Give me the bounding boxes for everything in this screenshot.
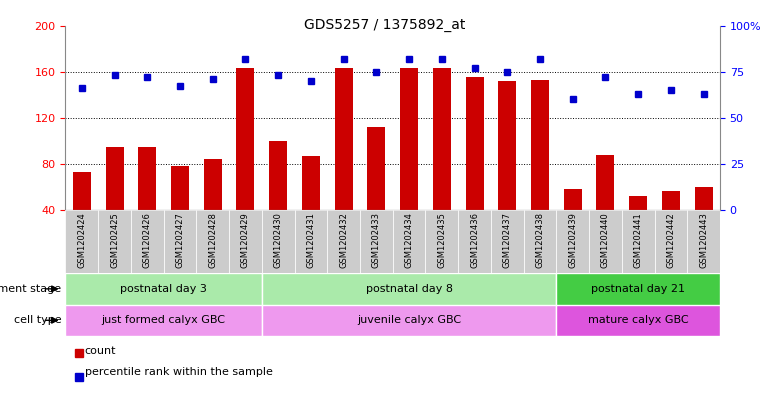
Bar	[99, 210, 131, 273]
Text: GSM1202436: GSM1202436	[470, 212, 479, 268]
Bar	[629, 196, 647, 210]
Text: GSM1202438: GSM1202438	[535, 212, 544, 268]
Bar	[695, 187, 712, 210]
Text: mature calyx GBC: mature calyx GBC	[588, 315, 688, 325]
Bar	[229, 210, 262, 273]
Bar	[65, 273, 262, 305]
Text: GSM1202433: GSM1202433	[372, 212, 381, 268]
Text: GSM1202428: GSM1202428	[208, 212, 217, 268]
Bar	[654, 210, 688, 273]
Bar	[367, 127, 385, 210]
Text: GSM1202435: GSM1202435	[437, 212, 447, 268]
Bar	[262, 273, 556, 305]
Bar	[589, 210, 622, 273]
Bar	[65, 305, 262, 336]
Bar	[433, 68, 450, 210]
Text: GSM1202441: GSM1202441	[634, 212, 643, 268]
Text: GSM1202432: GSM1202432	[339, 212, 348, 268]
Bar	[393, 210, 425, 273]
Bar	[425, 210, 458, 273]
Bar	[131, 210, 163, 273]
Bar	[556, 273, 720, 305]
Bar	[360, 210, 393, 273]
Text: percentile rank within the sample: percentile rank within the sample	[85, 367, 273, 377]
Bar	[105, 147, 123, 210]
Bar	[531, 80, 549, 210]
Bar	[163, 210, 196, 273]
Text: GSM1202426: GSM1202426	[142, 212, 152, 268]
Bar	[556, 210, 589, 273]
Text: GDS5257 / 1375892_at: GDS5257 / 1375892_at	[304, 18, 466, 32]
Bar	[556, 305, 720, 336]
Text: GSM1202442: GSM1202442	[666, 212, 675, 268]
Text: GSM1202440: GSM1202440	[601, 212, 610, 268]
Text: postnatal day 3: postnatal day 3	[120, 284, 207, 294]
Text: GSM1202439: GSM1202439	[568, 212, 578, 268]
Bar	[327, 210, 360, 273]
Bar	[139, 147, 156, 210]
Bar	[564, 189, 581, 210]
Bar	[262, 210, 295, 273]
Text: GSM1202437: GSM1202437	[503, 212, 512, 268]
Text: development stage: development stage	[0, 284, 62, 294]
Text: postnatal day 8: postnatal day 8	[366, 284, 453, 294]
Bar	[458, 210, 491, 273]
Bar	[171, 166, 189, 210]
Text: GSM1202434: GSM1202434	[404, 212, 413, 268]
Bar	[65, 210, 99, 273]
Text: GSM1202431: GSM1202431	[306, 212, 316, 268]
Text: GSM1202427: GSM1202427	[176, 212, 185, 268]
Bar	[302, 156, 320, 210]
Bar	[524, 210, 556, 273]
Bar	[400, 68, 418, 210]
Bar	[236, 68, 254, 210]
Text: GSM1202430: GSM1202430	[273, 212, 283, 268]
Text: count: count	[85, 346, 116, 356]
Bar	[262, 305, 556, 336]
Bar	[597, 155, 614, 210]
Bar	[498, 81, 516, 210]
Text: GSM1202429: GSM1202429	[241, 212, 250, 268]
Bar	[73, 172, 91, 210]
Text: GSM1202425: GSM1202425	[110, 212, 119, 268]
Bar	[622, 210, 654, 273]
Bar	[196, 210, 229, 273]
Text: GSM1202424: GSM1202424	[77, 212, 86, 268]
Text: cell type: cell type	[14, 315, 62, 325]
Bar	[270, 141, 287, 210]
Text: GSM1202443: GSM1202443	[699, 212, 708, 268]
Bar	[662, 191, 680, 210]
Bar	[466, 77, 484, 210]
Bar	[294, 210, 327, 273]
Text: postnatal day 21: postnatal day 21	[591, 284, 685, 294]
Bar	[491, 210, 524, 273]
Bar	[688, 210, 720, 273]
Text: juvenile calyx GBC: juvenile calyx GBC	[357, 315, 461, 325]
Bar	[335, 68, 353, 210]
Bar	[204, 160, 222, 210]
Text: just formed calyx GBC: just formed calyx GBC	[102, 315, 226, 325]
